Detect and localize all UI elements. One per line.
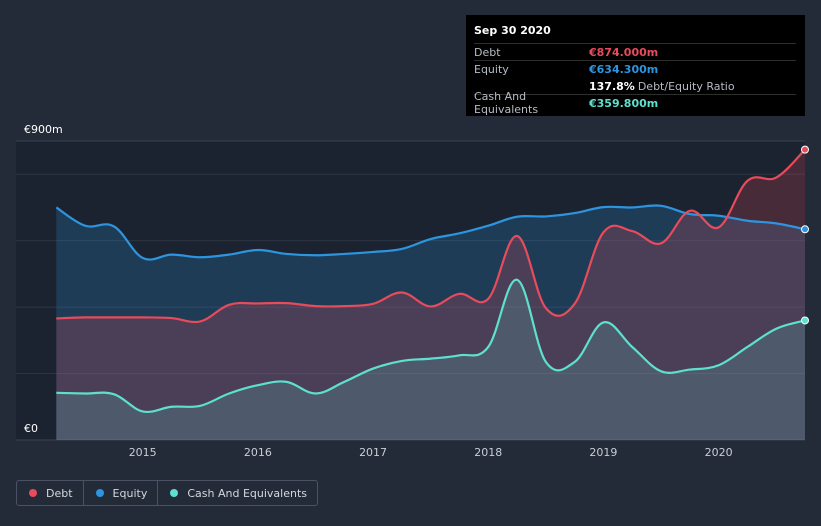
gridlines [16,140,805,441]
series-areas [56,149,806,441]
tooltip-value-cash: €359.800m [589,96,659,110]
legend-dot-debt-icon [29,489,37,497]
plot-background [16,141,805,440]
legend-label-debt: Debt [46,486,73,500]
tooltip-label-debt: Debt [474,45,501,59]
area-cash [56,279,806,440]
legend-item-cash[interactable]: Cash And Equivalents [158,481,317,505]
tooltip-row-debt: Debt €874.000m [474,43,796,60]
tooltip-label-equity: Equity [474,62,509,76]
legend-label-equity: Equity [112,486,148,500]
tooltip-row-cash: Cash And Equivalents €359.800m [474,90,796,116]
series-lines [55,148,806,414]
tooltip-row-equity: Equity €634.300m [474,60,796,77]
x-tick-label: 2019 [589,446,617,459]
x-tick-label: 2017 [359,446,387,459]
tooltip-value-equity: €634.300m [589,62,659,76]
area-debt [56,149,806,441]
line-equity [55,204,806,261]
tooltip-panel: Sep 30 2020 Debt €874.000m Equity €634.3… [466,15,805,116]
legend-item-equity[interactable]: Equity [84,481,159,505]
tooltip-row-ratio: 137.8% Debt/Equity Ratio [474,77,796,94]
tooltip-ratio-suffix: Debt/Equity Ratio [637,79,735,93]
axis-labels: 2015 2016 2017 2018 2019 2020 €900m €0 [24,123,733,459]
legend: Debt Equity Cash And Equivalents [16,480,318,506]
end-point-cash [801,316,809,325]
line-debt [56,148,806,324]
x-tick-label: 2020 [705,446,733,459]
legend-dot-cash-icon [170,489,179,497]
tooltip-date: Sep 30 2020 [474,24,551,37]
legend-item-debt[interactable]: Debt [17,481,84,505]
area-equity [56,205,806,440]
x-tick-label: 2015 [129,446,157,459]
tooltip-label-cash: Cash And Equivalents [474,90,539,116]
line-cash [56,278,806,414]
series-end-markers [801,145,809,325]
legend-label-cash: Cash And Equivalents [187,486,307,500]
y-tick-label: €0 [24,422,38,435]
end-point-equity [801,225,809,234]
y-tick-label: €900m [24,123,63,136]
x-tick-label: 2016 [244,446,272,459]
end-point-debt [801,145,809,154]
tooltip-value-debt: €874.000m [589,45,659,59]
tooltip-value-ratio: 137.8% [589,79,635,93]
legend-dot-equity-icon [95,489,104,497]
x-tick-label: 2018 [474,446,502,459]
